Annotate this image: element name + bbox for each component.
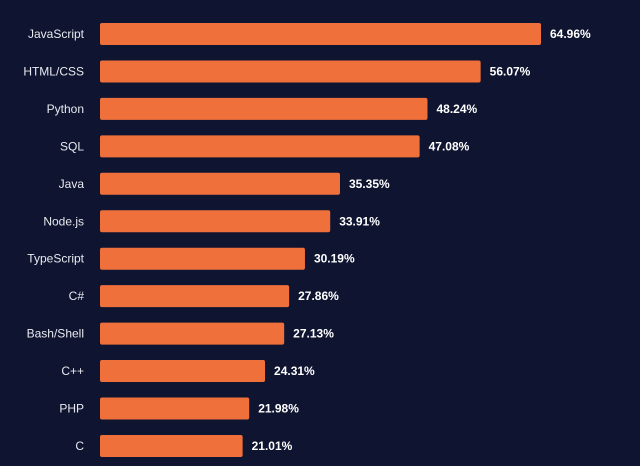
category-label-java: Java (59, 177, 85, 191)
category-label-node-js: Node.js (43, 214, 84, 228)
category-label-sql: SQL (60, 139, 84, 153)
value-label-python: 48.24% (436, 102, 477, 116)
value-label-c: 24.31% (274, 364, 315, 378)
value-label-sql: 47.08% (429, 139, 470, 153)
bar-python (100, 97, 428, 120)
bar-javascript (100, 23, 541, 45)
bar-c (100, 434, 243, 457)
value-label-c: 27.86% (298, 289, 339, 303)
value-label-bash-shell: 27.13% (293, 327, 334, 341)
bar-c (100, 285, 290, 308)
value-label-java: 35.35% (349, 177, 390, 191)
category-label-javascript: JavaScript (28, 27, 85, 41)
category-label-c: C# (69, 289, 85, 303)
category-label-python: Python (47, 102, 84, 116)
category-label-typescript: TypeScript (27, 252, 84, 266)
value-label-javascript: 64.96% (550, 27, 591, 41)
category-label-php: PHP (59, 402, 84, 416)
bar-node-js (100, 210, 331, 233)
category-label-c: C (75, 439, 84, 453)
bar-typescript (100, 247, 305, 270)
value-label-php: 21.98% (258, 402, 299, 416)
bar-php (100, 397, 250, 420)
bar-html-css (100, 60, 481, 83)
category-label-bash-shell: Bash/Shell (27, 327, 84, 341)
bar-sql (100, 135, 420, 158)
value-label-typescript: 30.19% (314, 252, 355, 266)
value-label-html-css: 56.07% (490, 64, 531, 78)
category-label-html-css: HTML/CSS (23, 64, 84, 78)
bar-c (100, 360, 266, 383)
bar-java (100, 172, 340, 195)
category-label-c: C++ (61, 364, 84, 378)
value-label-c: 21.01% (252, 439, 293, 453)
bar-bash-shell (100, 322, 285, 345)
value-label-node-js: 33.91% (339, 214, 380, 228)
